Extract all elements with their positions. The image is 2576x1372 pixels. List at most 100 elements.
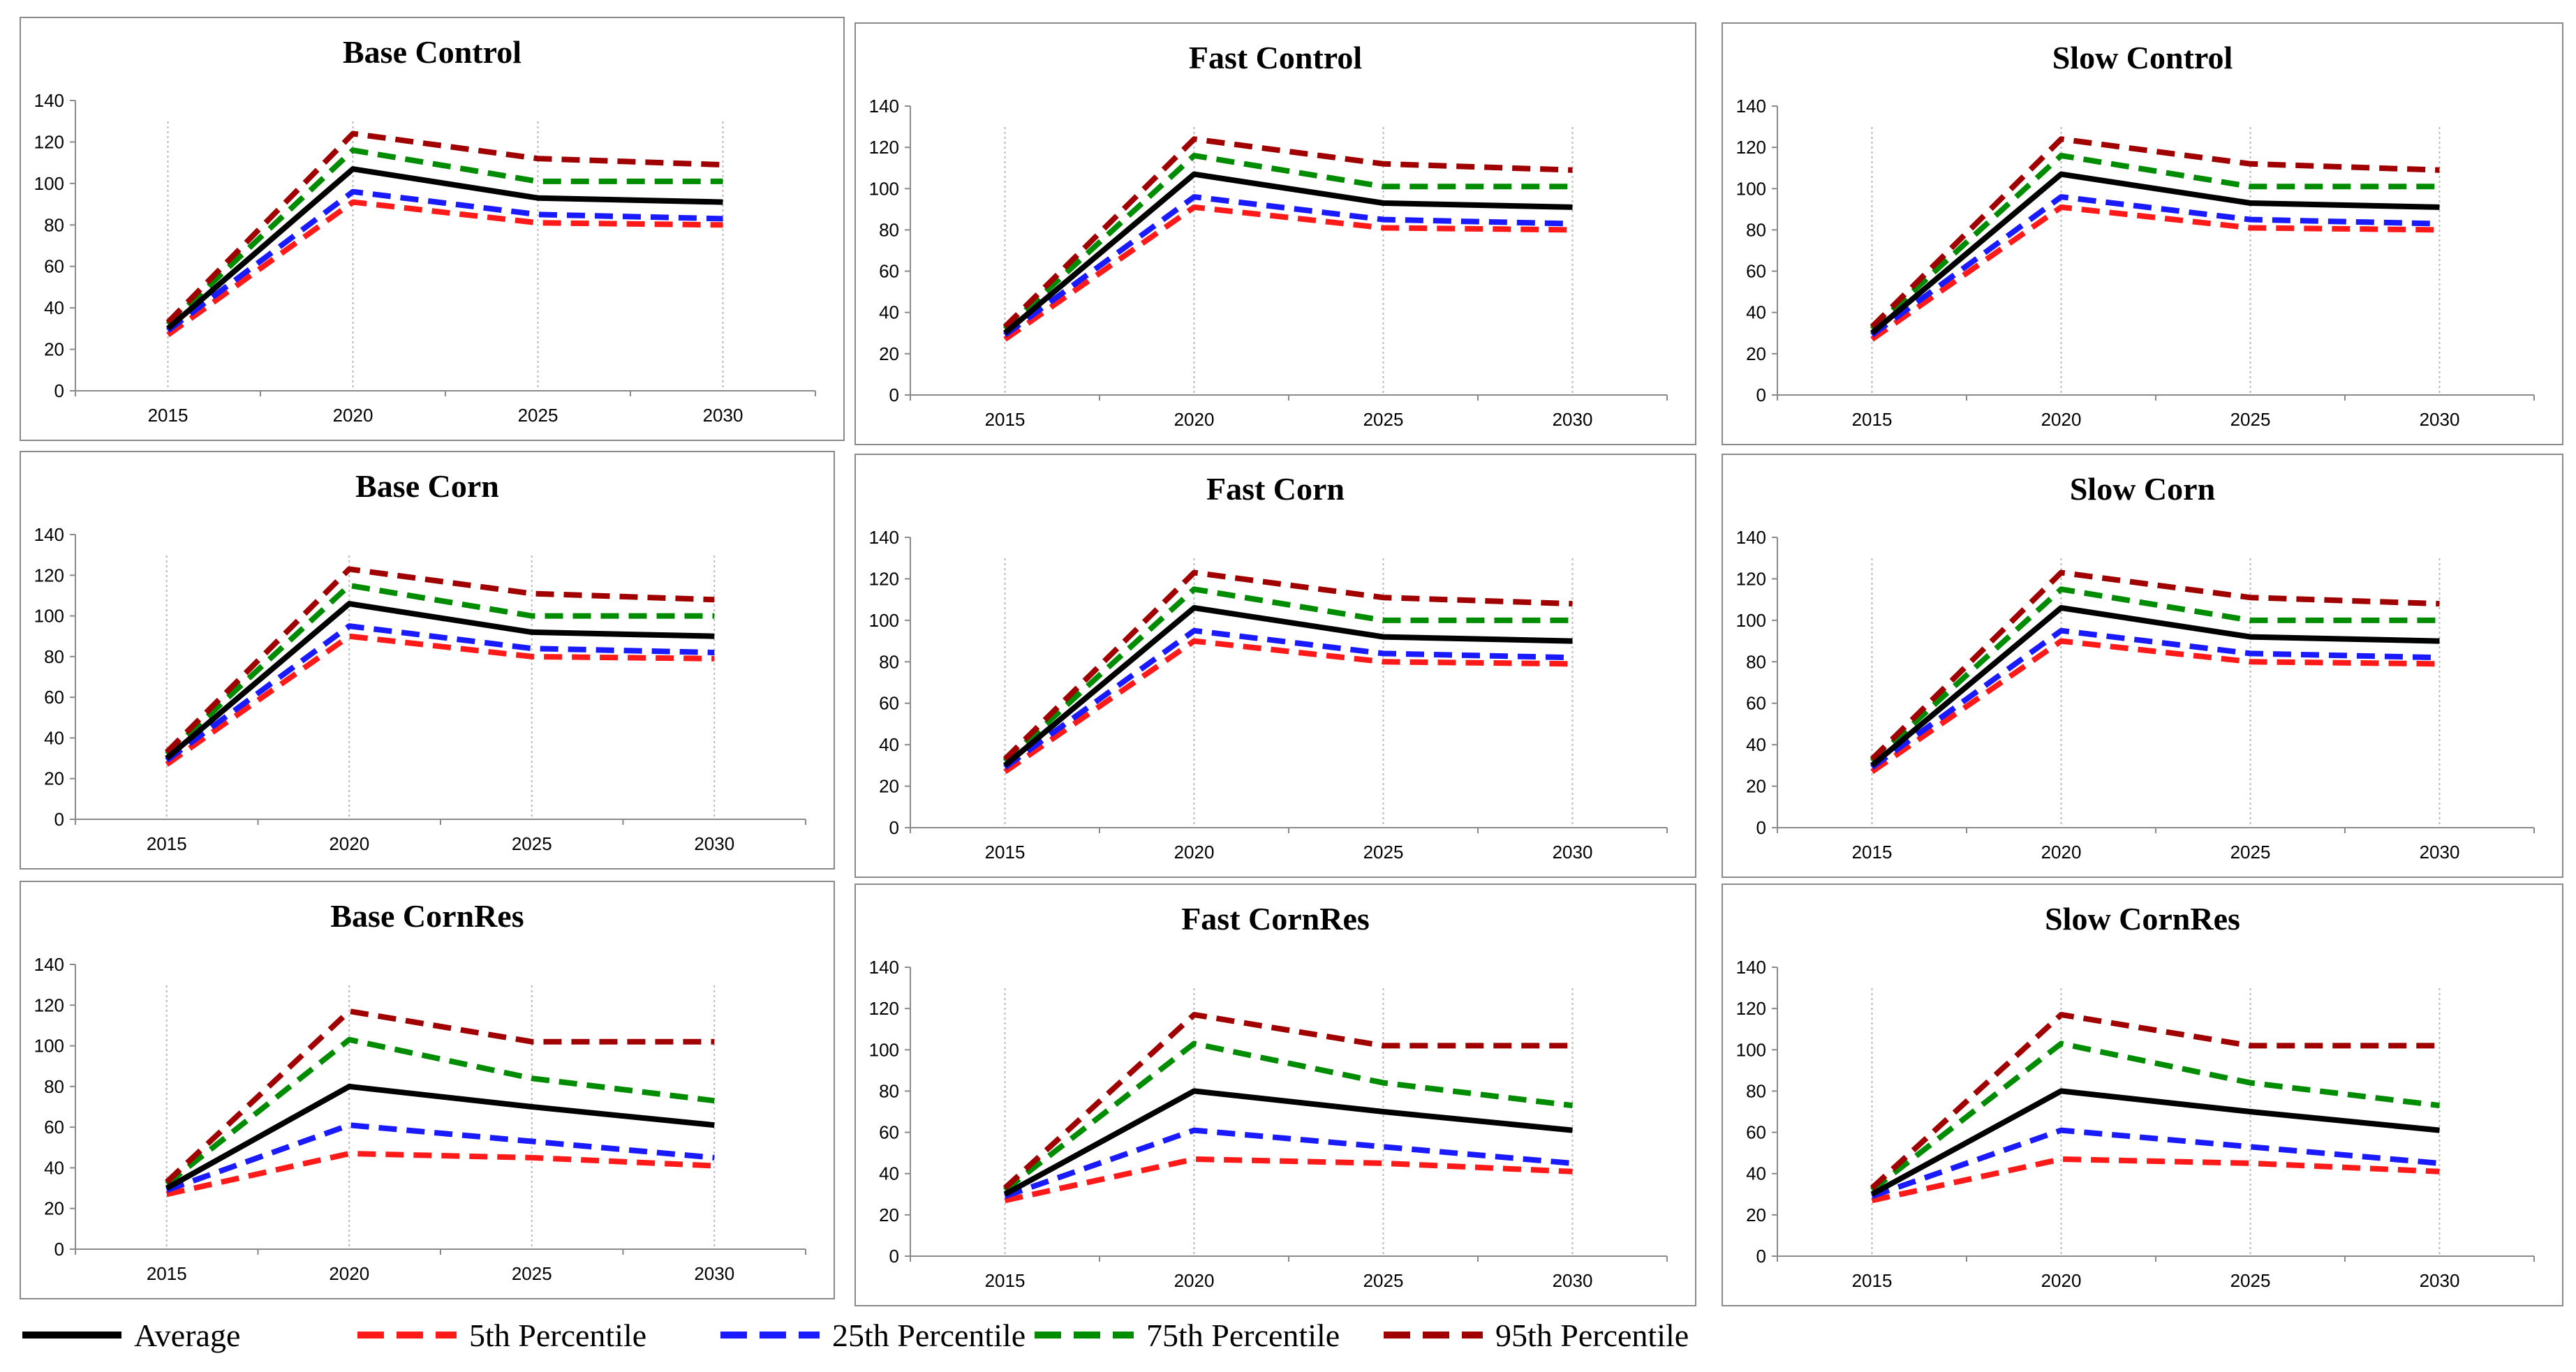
y-tick-label: 40 (879, 302, 899, 323)
y-tick-label: 120 (34, 131, 64, 152)
legend-item-75th-percentile: 75th Percentile (1032, 1311, 1340, 1359)
y-tick-label: 120 (869, 568, 899, 589)
legend: Average 5th Percentile 25th Percentile 7… (20, 1311, 2533, 1359)
legend-label-5th-percentile: 5th Percentile (469, 1317, 647, 1353)
y-tick-label: 60 (879, 693, 899, 714)
y-tick-label: 120 (869, 998, 899, 1019)
y-tick-label: 40 (44, 297, 64, 318)
x-tick-label: 2020 (1174, 1270, 1215, 1291)
y-tick-label: 60 (44, 1117, 64, 1138)
chart-svg-fast-corn: Fast Corn 0 20 40 60 80 100 120 140 2015 2020 2025 2… (869, 471, 1668, 863)
series-line-25th-percentile (1003, 194, 1573, 338)
x-tick-label: 2020 (2041, 1270, 2082, 1291)
chart-title: Slow CornRes (2045, 901, 2240, 937)
series-line-average (165, 166, 723, 331)
x-tick-label: 2020 (2041, 409, 2082, 430)
y-tick-label: 140 (34, 524, 64, 545)
chart-title: Fast Control (1189, 40, 1362, 75)
x-tick-label: 2020 (329, 833, 369, 854)
y-tick-label: 80 (44, 1076, 64, 1097)
chart-title: Fast Corn (1206, 471, 1345, 507)
x-tick-label: 2030 (1553, 842, 1593, 863)
y-tick-label: 100 (1736, 1039, 1766, 1060)
chart-panel-fast-corn: Fast Corn 0 20 40 60 80 100 120 140 2015 2020 2025 2… (854, 454, 1696, 878)
y-tick-label: 80 (879, 1080, 899, 1101)
y-tick-label: 20 (879, 776, 899, 797)
y-tick-label: 0 (54, 1239, 64, 1260)
chart-title: Base Control (343, 34, 521, 70)
x-tick-label: 2020 (329, 1263, 369, 1284)
y-tick-label: 40 (1746, 1163, 1766, 1184)
y-tick-label: 40 (1746, 734, 1766, 755)
y-tick-label: 40 (44, 727, 64, 748)
x-tick-label: 2030 (2420, 1270, 2460, 1291)
legend-swatch-5th-percentile (357, 1332, 457, 1339)
x-tick-label: 2015 (147, 1263, 187, 1284)
series-line-25th-percentile (165, 1122, 715, 1193)
y-tick-label: 140 (869, 527, 899, 548)
y-tick-label: 100 (1736, 178, 1766, 199)
x-tick-label: 2015 (1852, 409, 1893, 430)
series-line-average (1003, 1088, 1573, 1197)
y-tick-label: 80 (44, 214, 64, 235)
x-tick-label: 2020 (2041, 842, 2082, 863)
series-line-5th-percentile (1870, 204, 2440, 342)
y-tick-label: 40 (1746, 302, 1766, 323)
y-tick-label: 20 (879, 1205, 899, 1225)
series-line-5th-percentile (1003, 638, 1573, 775)
series-line-5th-percentile (1871, 1156, 2440, 1204)
y-tick-label: 20 (1746, 776, 1766, 797)
y-tick-label: 20 (44, 339, 64, 360)
legend-swatch-75th-percentile (1035, 1332, 1134, 1339)
x-tick-label: 2025 (1363, 409, 1404, 430)
x-tick-label: 2015 (1852, 1270, 1893, 1291)
series-line-75th-percentile (1870, 153, 2440, 331)
chart-panel-slow-corn: Slow Corn 0 20 40 60 80 100 120 140 2015 2020 2025 2… (1722, 454, 2563, 878)
y-tick-label: 100 (34, 1036, 64, 1057)
x-tick-label: 2025 (518, 405, 558, 426)
y-tick-label: 120 (1736, 568, 1766, 589)
series-line-5th-percentile (165, 1151, 715, 1198)
legend-swatch-95th-percentile (1384, 1332, 1483, 1339)
legend-item-95th-percentile: 95th Percentile (1381, 1311, 1689, 1359)
y-tick-label: 0 (54, 380, 64, 401)
series-line-5th-percentile (1870, 638, 2440, 775)
y-tick-label: 100 (34, 173, 64, 194)
x-tick-label: 2020 (333, 405, 373, 426)
y-tick-label: 0 (889, 1246, 899, 1267)
x-tick-label: 2015 (985, 842, 1026, 863)
x-tick-label: 2015 (147, 833, 187, 854)
y-tick-label: 20 (44, 1198, 64, 1219)
y-tick-label: 140 (1736, 957, 1766, 978)
x-tick-label: 2025 (1363, 842, 1404, 863)
chart-panel-slow-cornres: Slow CornRes 0 20 40 60 80 100 120 140 2015 2020 20… (1722, 883, 2563, 1306)
y-tick-label: 120 (34, 994, 64, 1015)
chart-title: Base CornRes (330, 898, 524, 934)
y-tick-label: 0 (1756, 1246, 1766, 1267)
series-line-average (1870, 171, 2440, 336)
x-tick-label: 2015 (985, 409, 1026, 430)
x-tick-label: 2015 (148, 405, 188, 426)
y-tick-label: 140 (1736, 527, 1766, 548)
y-tick-label: 60 (879, 261, 899, 282)
series-line-95th-percentile (1002, 136, 1573, 329)
x-tick-label: 2015 (985, 1270, 1026, 1291)
y-tick-label: 100 (869, 1039, 899, 1060)
series-line-average (1002, 171, 1573, 336)
series-line-5th-percentile (1004, 1156, 1573, 1204)
x-tick-label: 2030 (694, 1263, 734, 1284)
chart-svg-base-cornres: Base CornRes 0 20 40 60 80 100 120 140 2015 2020 20… (34, 898, 806, 1284)
legend-item-5th-percentile: 5th Percentile (355, 1311, 646, 1359)
x-tick-label: 2030 (2420, 842, 2460, 863)
x-tick-label: 2030 (2420, 409, 2460, 430)
series-line-5th-percentile (166, 199, 723, 338)
y-tick-label: 60 (879, 1122, 899, 1143)
y-tick-label: 80 (44, 646, 64, 667)
series-line-average (165, 601, 715, 761)
series-line-75th-percentile (1870, 586, 2440, 763)
x-tick-label: 2030 (694, 833, 734, 854)
chart-title: Slow Control (2052, 40, 2233, 75)
series-line-average (165, 1083, 715, 1191)
chart-panel-slow-control: Slow Control 0 20 40 60 80 100 120 140 2015 2020 20… (1722, 22, 2563, 445)
chart-svg-fast-cornres: Fast CornRes 0 20 40 60 80 100 120 140 2015 2020 20… (869, 901, 1668, 1291)
